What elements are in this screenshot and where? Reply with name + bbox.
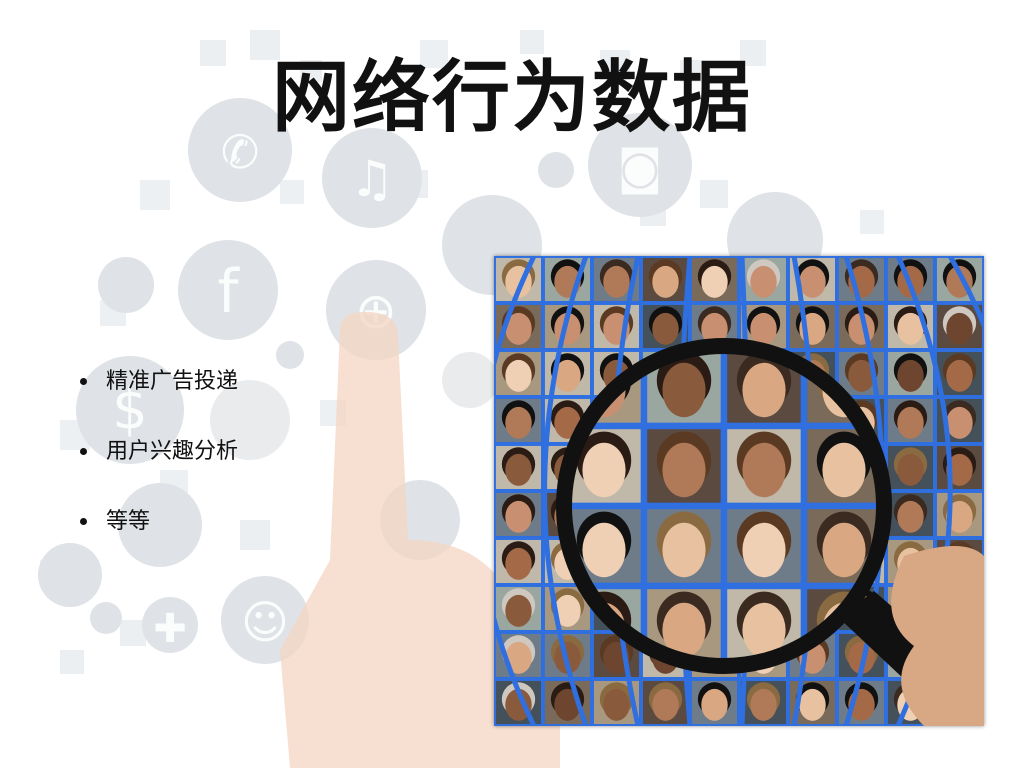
face-tile	[933, 395, 984, 446]
bullet-text: 用户兴趣分析	[106, 439, 239, 464]
face-tile	[720, 502, 808, 590]
svg-text:☺: ☺	[241, 595, 289, 649]
face-tile	[835, 677, 888, 726]
svg-text:✚: ✚	[153, 606, 187, 652]
bullet-text: 精准广告投递	[106, 369, 239, 394]
svg-text:◙: ◙	[618, 140, 663, 195]
face-tile	[541, 677, 594, 726]
svg-text:♫: ♫	[350, 150, 395, 208]
face-tile	[737, 256, 790, 305]
face-tile	[737, 677, 790, 726]
music-icon	[322, 128, 422, 228]
face-tile	[640, 422, 728, 510]
cart-icon	[90, 602, 122, 634]
face-tile	[494, 395, 545, 446]
face-tile	[884, 395, 937, 446]
pointing-finger	[280, 311, 560, 768]
bullet-dot	[80, 378, 87, 385]
face-tile	[590, 301, 643, 352]
slide-title: 网络行为数据	[271, 53, 752, 143]
face-tile	[884, 489, 937, 540]
face-tile	[494, 583, 545, 634]
face-tile	[933, 489, 984, 540]
bullet-dot	[80, 518, 87, 525]
photo-frame	[494, 256, 984, 726]
svg-text:✆: ✆	[221, 125, 260, 179]
face-tile	[933, 442, 984, 493]
face-tile	[494, 348, 545, 399]
dollar-icon	[76, 356, 184, 464]
face-tile	[835, 256, 888, 305]
face-tile	[639, 256, 692, 305]
face-tile	[640, 502, 728, 590]
face-tile	[494, 536, 545, 587]
face-tile	[884, 348, 937, 399]
face-grid-photo	[494, 256, 984, 726]
face-tile	[688, 256, 741, 305]
face-tile	[933, 256, 984, 305]
magnifier-ring	[556, 338, 892, 674]
face-tile	[786, 301, 839, 352]
bullet-dot	[80, 448, 87, 455]
facebook-icon	[178, 240, 278, 340]
svg-text:$: $	[112, 377, 148, 442]
lock-icon	[538, 152, 574, 188]
chat-icon	[188, 98, 292, 202]
phone-icon	[276, 341, 304, 369]
bg-icon-glyphs: ✆ ♫ f ⊕ $ ✚ ☺ ◙	[112, 125, 662, 652]
face-tile	[884, 442, 937, 493]
camera-icon	[588, 113, 692, 217]
holding-hand	[891, 546, 984, 726]
briefcase-icon	[38, 543, 102, 607]
medical-icon	[142, 597, 198, 653]
face-tile	[639, 677, 692, 726]
face-tile	[494, 442, 545, 493]
face-tile	[688, 677, 741, 726]
pixel-mosaic	[40, 30, 884, 674]
face-tile	[494, 489, 545, 540]
book-icon	[118, 483, 202, 567]
face-tile	[720, 422, 808, 510]
svg-text:f: f	[217, 257, 240, 327]
bullet-text: 等等	[106, 509, 151, 534]
pin-icon	[98, 257, 154, 313]
